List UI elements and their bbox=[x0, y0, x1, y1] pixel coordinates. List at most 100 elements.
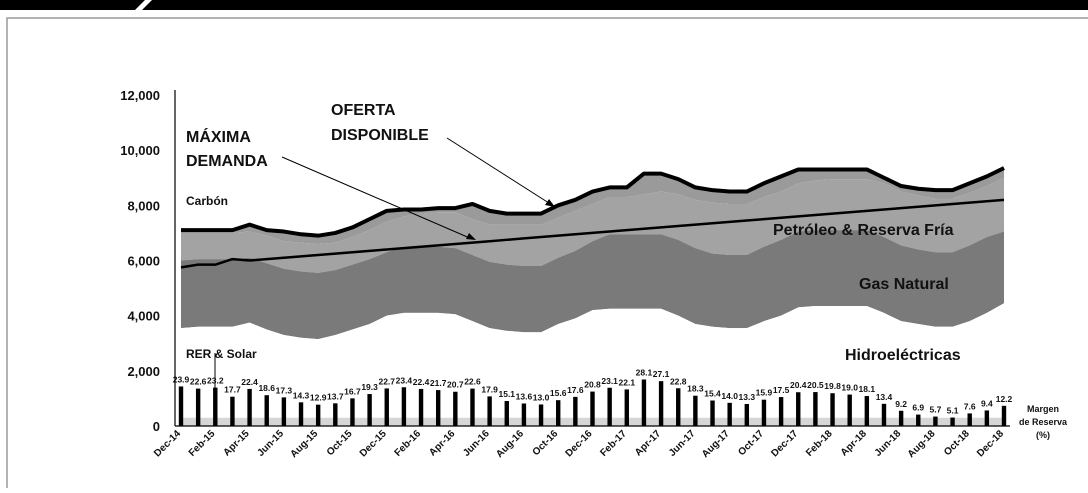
label-gas-natural: Gas Natural bbox=[859, 276, 949, 293]
series-line-oferta-disponible bbox=[181, 166, 1005, 238]
reserve-label: 18.1 bbox=[859, 384, 876, 394]
x-tick-label: Oct-16 bbox=[531, 428, 561, 458]
label-margen-line3: (%) bbox=[1036, 430, 1050, 440]
reserve-bar bbox=[967, 413, 972, 426]
reserve-label: 5.1 bbox=[947, 406, 959, 416]
label-demanda-line1: MÁXIMA bbox=[186, 127, 251, 146]
reserve-label: 23.9 bbox=[173, 374, 190, 384]
reserve-bar bbox=[778, 397, 784, 426]
reserve-bar bbox=[847, 394, 852, 426]
reserve-bar bbox=[401, 387, 407, 426]
reserve-label: 14.3 bbox=[293, 390, 310, 400]
reserve-label: 22.6 bbox=[464, 377, 481, 387]
reserve-bar bbox=[1001, 405, 1007, 426]
label-carbon: Carbón bbox=[186, 194, 228, 208]
reserve-bar bbox=[590, 391, 595, 426]
reserve-bar bbox=[916, 414, 921, 426]
reserve-label: 17.5 bbox=[773, 385, 790, 395]
reserve-label: 22.1 bbox=[619, 377, 636, 387]
reserve-label: 13.4 bbox=[876, 392, 893, 402]
reserve-bar bbox=[315, 404, 321, 426]
reserve-label: 9.2 bbox=[895, 399, 907, 409]
reserve-bar bbox=[264, 395, 269, 426]
x-tick-label: Feb-16 bbox=[393, 428, 424, 459]
x-tick-label: Dec-16 bbox=[564, 428, 595, 459]
reserve-bar bbox=[830, 393, 835, 426]
x-tick-label: Oct-18 bbox=[942, 428, 972, 458]
reserve-label: 7.6 bbox=[964, 401, 976, 411]
reserve-label: 23.4 bbox=[396, 375, 413, 385]
reserve-label: 12.2 bbox=[996, 394, 1013, 404]
x-tick-label: Aug-16 bbox=[494, 428, 526, 460]
reserve-label: 20.4 bbox=[790, 380, 807, 390]
demanda-arrow-line bbox=[281, 156, 473, 240]
x-tick-label: Feb-15 bbox=[187, 428, 218, 459]
reserve-bar bbox=[676, 388, 681, 426]
y-tick-label: 8,000 bbox=[127, 198, 160, 213]
reserve-bar bbox=[435, 390, 441, 426]
reserve-bar bbox=[350, 398, 355, 426]
reserve-bar bbox=[230, 396, 235, 426]
reserve-label: 23.1 bbox=[601, 376, 618, 386]
reserve-label: 20.5 bbox=[807, 380, 824, 390]
reserve-label: 5.7 bbox=[930, 405, 942, 415]
reserve-bar bbox=[864, 396, 870, 426]
content-border bbox=[6, 17, 1088, 493]
reserve-label: 27.1 bbox=[653, 369, 670, 379]
reserve-label: 13.7 bbox=[327, 391, 344, 401]
label-rer-solar: RER & Solar bbox=[186, 347, 257, 361]
reserve-label: 22.4 bbox=[413, 377, 430, 387]
reserve-label: 9.4 bbox=[981, 398, 993, 408]
reserve-label: 19.3 bbox=[361, 382, 378, 392]
reserve-bar bbox=[624, 389, 629, 426]
label-margen-line2: de Reserva bbox=[1019, 417, 1068, 427]
header-band bbox=[0, 0, 1088, 10]
reserve-label: 14.0 bbox=[721, 391, 738, 401]
reserve-bar bbox=[761, 399, 767, 426]
plot-area: 23.922.623.217.722.418.617.314.312.913.7… bbox=[120, 88, 1068, 460]
reserve-label: 13.6 bbox=[516, 391, 533, 401]
reserve-label: 20.8 bbox=[584, 380, 601, 390]
reserve-bar bbox=[247, 388, 252, 426]
reserve-label: 12.9 bbox=[310, 393, 327, 403]
reserve-label: 19.8 bbox=[824, 381, 841, 391]
reserve-label: 13.0 bbox=[533, 392, 550, 402]
reserve-bar bbox=[796, 392, 801, 426]
x-tick-label: Apr-18 bbox=[839, 428, 869, 458]
y-tick-label: 2,000 bbox=[127, 364, 160, 379]
reserve-bar bbox=[178, 386, 184, 426]
reserve-bar bbox=[881, 403, 887, 426]
label-oferta-line2: DISPONIBLE bbox=[331, 127, 429, 144]
demanda-arrow-head bbox=[466, 233, 476, 240]
reserve-label: 15.1 bbox=[498, 389, 515, 399]
x-tick-label: Apr-17 bbox=[633, 428, 663, 458]
reserve-label: 6.9 bbox=[912, 403, 924, 413]
label-demanda-line2: DEMANDA bbox=[186, 153, 268, 170]
reserve-bar bbox=[813, 392, 818, 426]
reserve-label: 17.6 bbox=[567, 385, 584, 395]
reserve-bar bbox=[984, 410, 990, 426]
reserve-bar bbox=[384, 388, 389, 426]
x-tick-label: Dec-15 bbox=[358, 428, 389, 459]
label-petroleo-reserva-fria: Petróleo & Reserva Fría bbox=[773, 222, 954, 239]
reserve-label: 21.7 bbox=[430, 378, 447, 388]
x-tick-label: Aug-15 bbox=[289, 428, 321, 460]
reserve-label: 17.7 bbox=[224, 385, 241, 395]
oferta-arrow-line bbox=[446, 137, 553, 206]
header-bar-left bbox=[0, 0, 145, 10]
reserve-bar bbox=[195, 388, 201, 426]
y-tick-label: 10,000 bbox=[120, 143, 160, 158]
reserve-label: 18.3 bbox=[687, 384, 704, 394]
reserve-bar bbox=[367, 394, 372, 426]
x-tick-label: Aug-17 bbox=[700, 428, 732, 460]
reserve-label: 18.6 bbox=[258, 383, 275, 393]
series-line-maxima-demanda bbox=[180, 198, 1005, 269]
reserve-label: 16.7 bbox=[344, 386, 361, 396]
y-tick-label: 4,000 bbox=[127, 309, 160, 324]
band-gas-natural bbox=[181, 230, 1004, 340]
reserve-label: 20.7 bbox=[447, 380, 464, 390]
reserve-bar bbox=[453, 391, 458, 426]
x-tick-label: Oct-15 bbox=[325, 428, 355, 458]
